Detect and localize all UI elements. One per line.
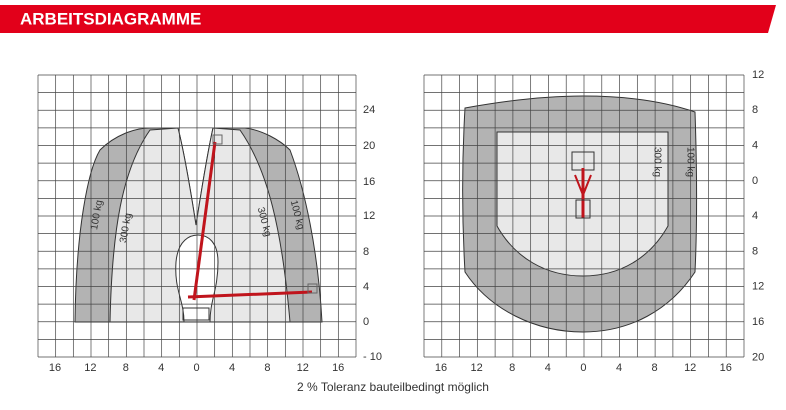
left-machine xyxy=(182,134,318,321)
y-label: 8 xyxy=(752,104,758,116)
x-label: 12 xyxy=(297,362,309,374)
grids xyxy=(37,74,745,358)
y-label: 4 xyxy=(752,140,758,152)
y-label: 20 xyxy=(752,351,764,363)
basket xyxy=(307,283,318,294)
load-label: 300 kg xyxy=(651,147,662,177)
x-label: 4 xyxy=(229,362,235,374)
header-bar xyxy=(0,5,776,33)
x-label: 16 xyxy=(720,362,732,374)
x-label: 12 xyxy=(84,362,96,374)
x-label: 8 xyxy=(123,362,129,374)
basket xyxy=(212,134,223,145)
x-label: 12 xyxy=(684,362,696,374)
x-label: 12 xyxy=(470,362,482,374)
x-label: 8 xyxy=(652,362,658,374)
boom-vertical xyxy=(192,141,217,301)
x-label: 4 xyxy=(616,362,622,374)
x-label: 16 xyxy=(332,362,344,374)
load-label: 100 kg xyxy=(89,199,105,230)
y-label: 0 xyxy=(752,175,758,187)
y-label: - 10 xyxy=(363,351,382,363)
x-label: 8 xyxy=(509,362,515,374)
y-label: 20 xyxy=(363,140,375,152)
x-label: 4 xyxy=(158,362,164,374)
load-label: 300 kg xyxy=(118,212,134,243)
x-label: 0 xyxy=(580,362,586,374)
y-label: 24 xyxy=(363,104,375,116)
labels: 100 kg 300 kg 300 kg 100 kg 300 kg 100 k… xyxy=(49,69,764,394)
y-label: 4 xyxy=(363,281,369,293)
y-label: 12 xyxy=(752,69,764,81)
chassis xyxy=(182,307,210,321)
arms xyxy=(574,174,592,198)
x-label: 16 xyxy=(435,362,447,374)
x-label: 8 xyxy=(264,362,270,374)
y-label: 8 xyxy=(363,246,369,258)
chassis xyxy=(575,199,591,219)
y-label: 4 xyxy=(752,210,758,222)
left-shapes xyxy=(74,127,323,323)
load-label: 100 kg xyxy=(684,147,695,177)
x-label: 0 xyxy=(194,362,200,374)
x-label: 4 xyxy=(545,362,551,374)
y-label: 16 xyxy=(363,176,375,188)
footer-note: 2 % Toleranz bauteilbedingt möglich xyxy=(297,380,489,394)
y-label: 16 xyxy=(752,316,764,328)
y-label: 12 xyxy=(752,281,764,293)
right-shapes xyxy=(462,95,697,333)
y-label: 0 xyxy=(363,316,369,328)
header-title: ARBEITSDIAGRAMME xyxy=(20,9,201,28)
y-label: 8 xyxy=(752,245,758,257)
right-machine xyxy=(571,151,595,219)
boom-horizontal xyxy=(187,290,313,299)
y-label: 12 xyxy=(363,210,375,222)
x-label: 16 xyxy=(49,362,61,374)
